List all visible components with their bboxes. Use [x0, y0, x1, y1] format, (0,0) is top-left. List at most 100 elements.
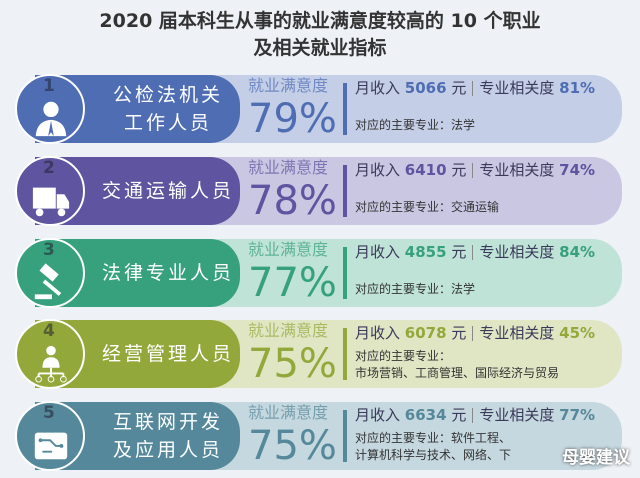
satisfaction-label: 就业满意度	[248, 321, 329, 340]
info-panel	[165, 402, 622, 470]
major-line1: 对应的主要专业：软件工程、	[355, 431, 512, 445]
income-value: 6078	[404, 324, 447, 342]
separator	[472, 81, 474, 96]
rank-number: 1	[43, 76, 55, 96]
income-relevance: 月收入 6078 元专业相关度 45%	[355, 324, 595, 343]
circuit-icon	[31, 425, 71, 465]
major-line1: 对应的主要专业：	[355, 349, 452, 363]
divider	[343, 247, 347, 299]
icon-circle: 3	[15, 238, 85, 308]
relevance-label: 专业相关度	[479, 243, 555, 261]
page-title: 2020 届本科生从事的就业满意度较高的 10 个职业 及相关就业指标	[0, 8, 640, 62]
relevance-label: 专业相关度	[479, 406, 555, 424]
satisfaction-value: 75%	[248, 423, 337, 469]
income-label: 月收入	[355, 161, 401, 179]
relevance-value: 81%	[559, 79, 596, 97]
currency-unit: 元	[451, 243, 467, 261]
income-label: 月收入	[355, 79, 401, 97]
occupation-name-line1: 法律专业人员	[101, 262, 234, 284]
income-value: 4855	[404, 243, 447, 261]
title-line-1: 2020 届本科生从事的就业满意度较高的 10 个职业	[99, 10, 541, 32]
relevance-value: 84%	[559, 243, 596, 261]
relevance-value: 77%	[559, 406, 596, 424]
divider	[343, 328, 347, 380]
income-label: 月收入	[355, 406, 401, 424]
major-line2: 计算机科学与技术、网络、下	[355, 448, 512, 462]
info-panel	[165, 239, 622, 307]
satisfaction-label: 就业满意度	[248, 240, 329, 259]
icon-circle: 2	[15, 156, 85, 226]
divider	[343, 410, 347, 462]
occupation-name: 互联网开发 及应用人员	[93, 402, 243, 470]
divider	[343, 83, 347, 135]
occupation-name-line1: 公检法机关	[112, 84, 223, 106]
relevance-value: 74%	[559, 161, 596, 179]
satisfaction-value: 77%	[248, 260, 337, 306]
icon-circle: 5	[15, 401, 85, 471]
occupation-name-line2: 及应用人员	[112, 439, 223, 461]
occupation-name-line1: 交通运输人员	[101, 180, 234, 202]
occupation-name-line1: 互联网开发	[112, 411, 223, 433]
occupation-row: 4 经营管理人员 就业满意度 75% 月收入 6078 元专业相关度 45% 对…	[15, 319, 622, 389]
currency-unit: 元	[451, 406, 467, 424]
currency-unit: 元	[451, 161, 467, 179]
separator	[472, 245, 474, 260]
occupation-name: 公检法机关 工作人员	[93, 75, 243, 143]
title-line-2: 及相关就业指标	[253, 37, 387, 59]
occupation-name: 交通运输人员	[93, 157, 243, 225]
relevance-label: 专业相关度	[479, 79, 555, 97]
info-panel	[165, 75, 622, 143]
satisfaction-value: 79%	[248, 96, 337, 142]
gavel-icon	[31, 262, 71, 302]
major-line1: 对应的主要专业：法学	[355, 282, 476, 296]
icon-circle: 4	[15, 319, 85, 389]
major-info: 对应的主要专业：法学	[355, 281, 475, 298]
occupation-name: 经营管理人员	[93, 320, 243, 388]
info-panel	[165, 320, 622, 388]
satisfaction-value: 78%	[248, 178, 337, 224]
income-label: 月收入	[355, 324, 401, 342]
separator	[472, 163, 474, 178]
major-info: 对应的主要专业： 市场营销、工商管理、国际经济与贸易	[355, 348, 559, 382]
currency-unit: 元	[451, 324, 467, 342]
major-info: 对应的主要专业：交通运输	[355, 199, 499, 216]
income-relevance: 月收入 6410 元专业相关度 74%	[355, 161, 595, 180]
major-line1: 对应的主要专业：交通运输	[355, 200, 500, 214]
satisfaction-value: 75%	[248, 341, 337, 387]
occupation-row: 5 互联网开发 及应用人员 就业满意度 75% 月收入 6634 元专业相关度 …	[15, 401, 622, 471]
satisfaction-label: 就业满意度	[248, 403, 329, 422]
currency-unit: 元	[451, 79, 467, 97]
income-value: 5066	[404, 79, 447, 97]
manager-icon	[31, 343, 71, 383]
major-line1: 对应的主要专业：法学	[355, 118, 476, 132]
separator	[472, 408, 474, 423]
occupation-name-line2: 工作人员	[123, 112, 212, 134]
income-relevance: 月收入 6634 元专业相关度 77%	[355, 406, 595, 425]
income-label: 月收入	[355, 243, 401, 261]
rank-number: 3	[43, 240, 55, 260]
separator	[472, 326, 474, 341]
satisfaction-label: 就业满意度	[248, 158, 329, 177]
occupation-row: 1 公检法机关 工作人员 就业满意度 79% 月收入 5066 元专业相关度 8…	[15, 74, 622, 144]
satisfaction-label: 就业满意度	[248, 76, 329, 95]
occupation-name: 法律专业人员	[93, 239, 243, 307]
watermark: 母婴建议	[562, 448, 630, 468]
relevance-value: 45%	[559, 324, 596, 342]
income-value: 6410	[404, 161, 447, 179]
icon-circle: 1	[15, 74, 85, 144]
rank-number: 4	[43, 321, 55, 341]
relevance-label: 专业相关度	[479, 161, 555, 179]
divider	[343, 165, 347, 217]
income-relevance: 月收入 5066 元专业相关度 81%	[355, 79, 595, 98]
relevance-label: 专业相关度	[479, 324, 555, 342]
occupation-name-line1: 经营管理人员	[101, 343, 234, 365]
info-panel	[165, 157, 622, 225]
rank-number: 2	[43, 158, 55, 178]
income-value: 6634	[404, 406, 447, 424]
rank-number: 5	[43, 403, 55, 423]
person-icon	[31, 98, 71, 138]
occupation-row: 3 法律专业人员 就业满意度 77% 月收入 4855 元专业相关度 84% 对…	[15, 238, 622, 308]
occupation-row: 2 交通运输人员 就业满意度 78% 月收入 6410 元专业相关度 74% 对…	[15, 156, 622, 226]
income-relevance: 月收入 4855 元专业相关度 84%	[355, 243, 595, 262]
truck-icon	[31, 180, 71, 220]
